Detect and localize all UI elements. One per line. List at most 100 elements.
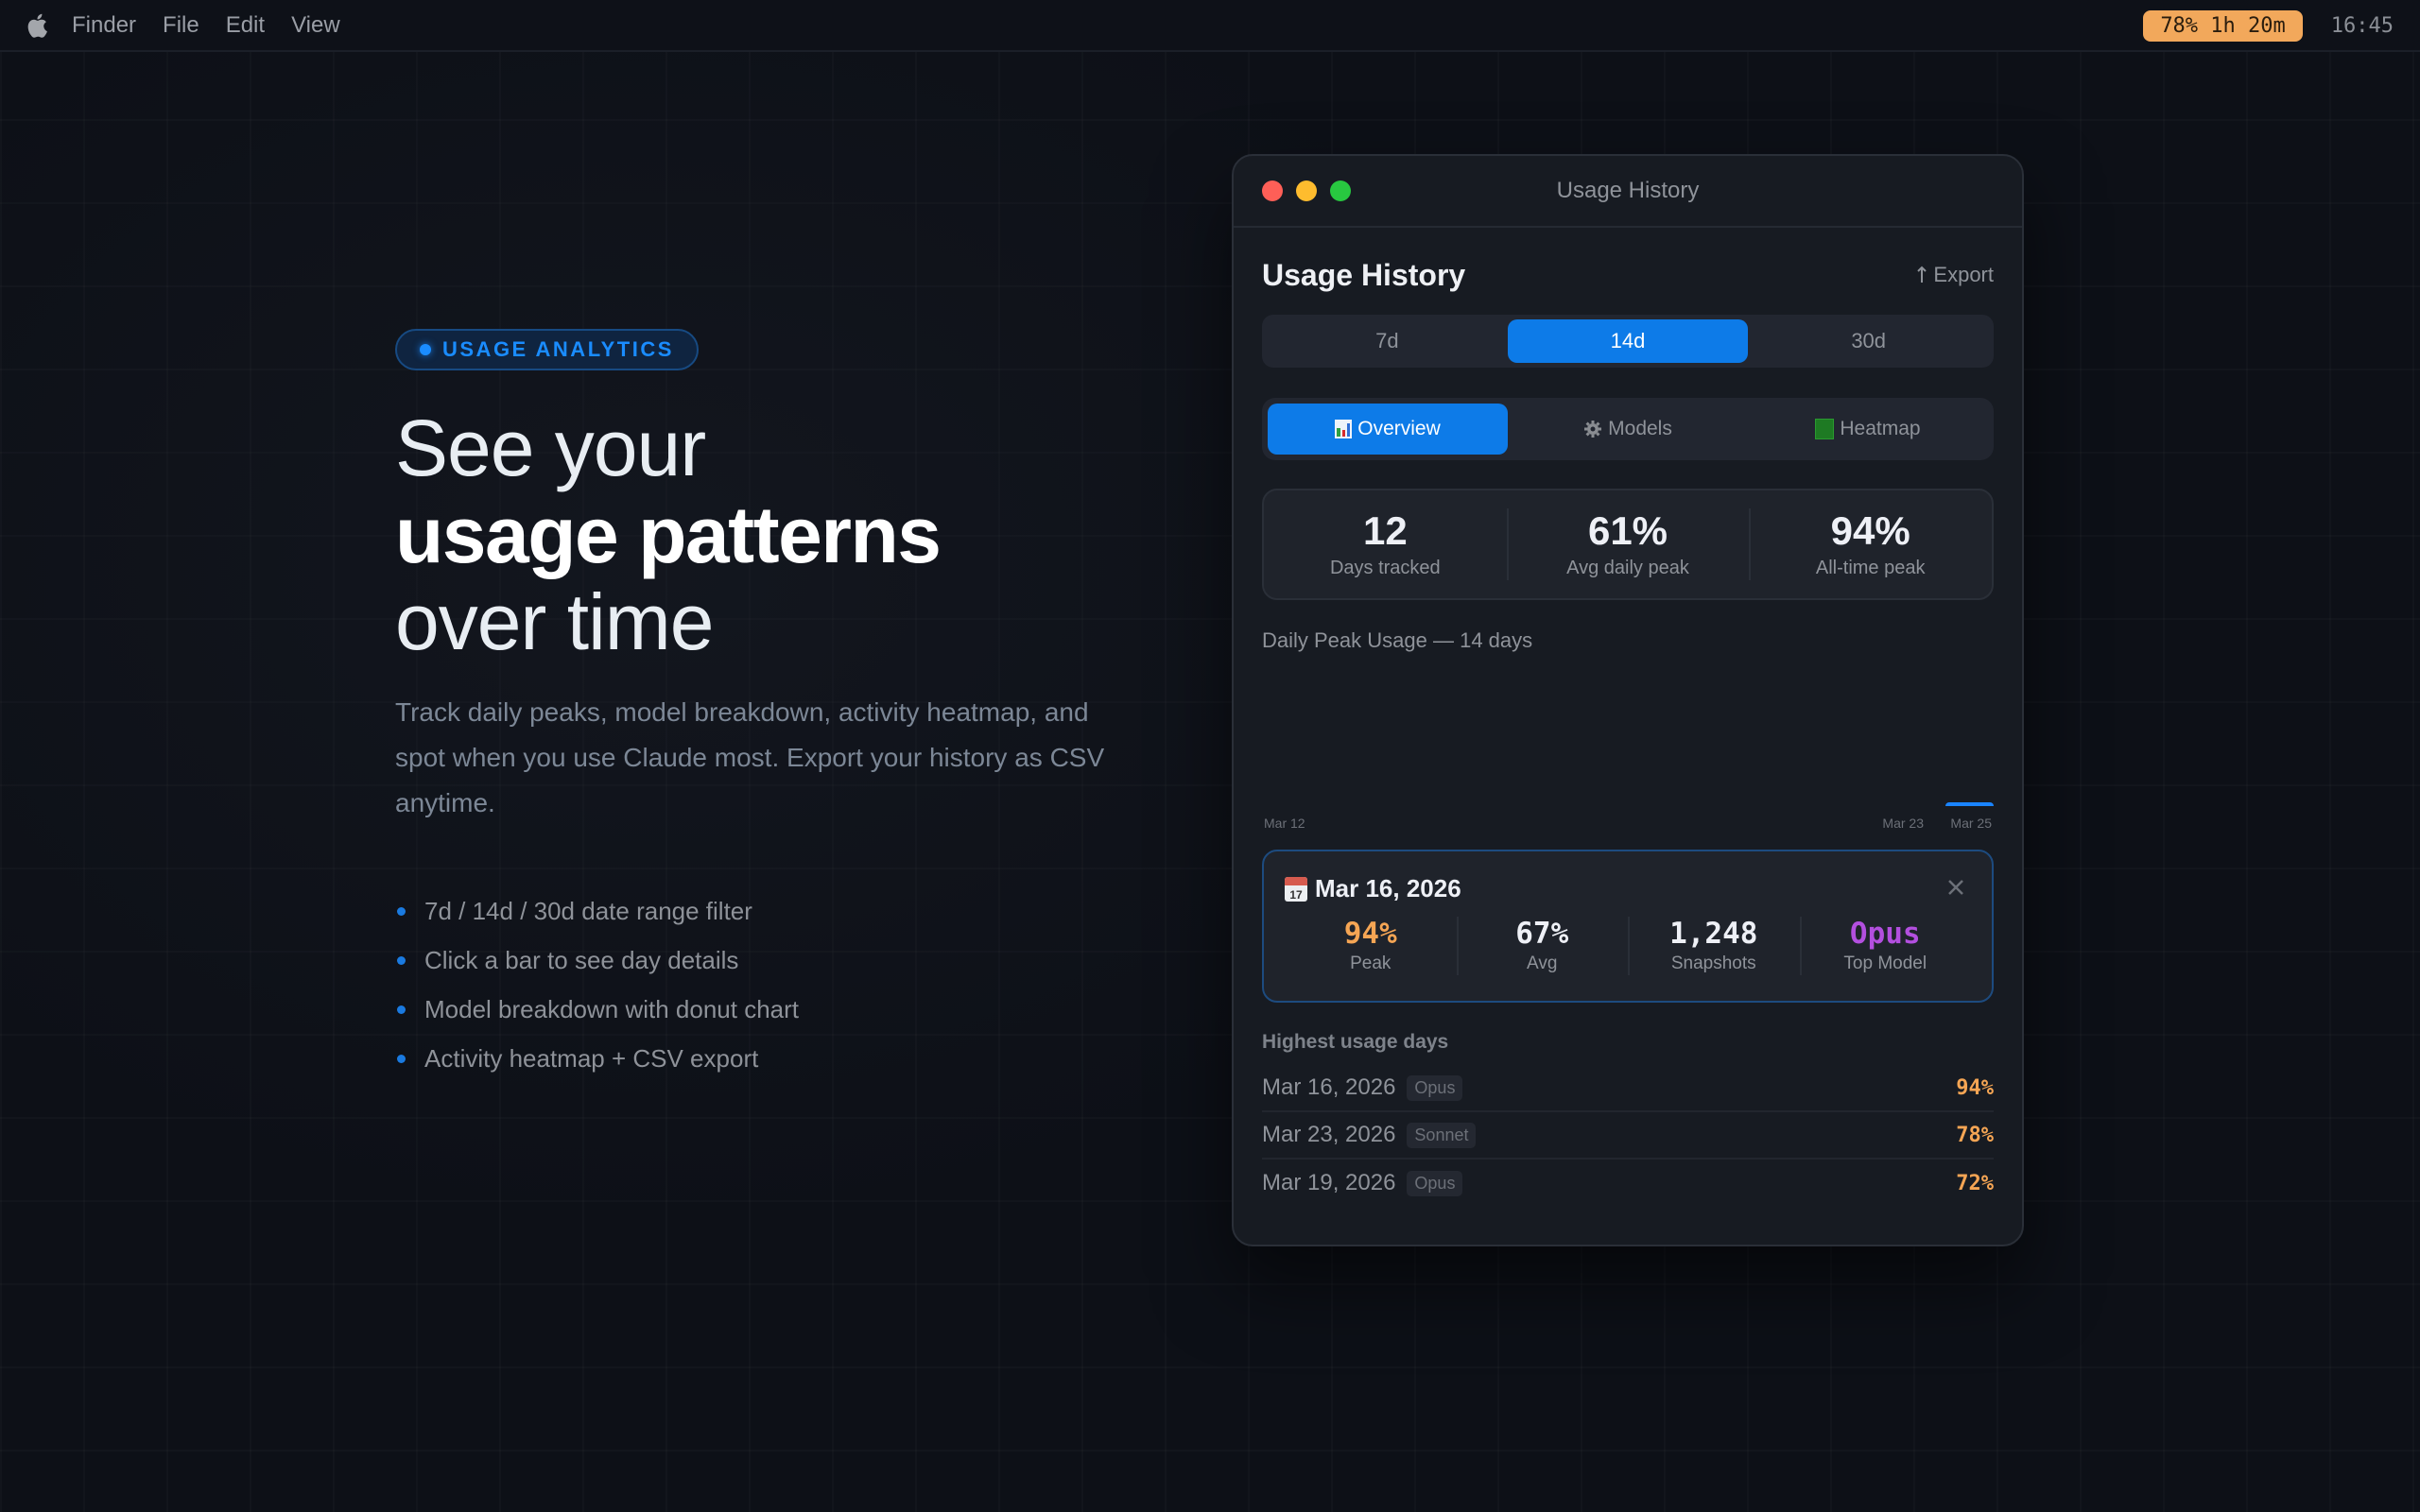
feature-item: Model breakdown with donut chart bbox=[395, 985, 1114, 1034]
detail-stat-value: 67% bbox=[1515, 917, 1569, 951]
gear-icon bbox=[1584, 421, 1602, 438]
feature-label: 7d / 14d / 30d date range filter bbox=[424, 896, 752, 925]
detail-stat-peak: 94% Peak bbox=[1285, 917, 1457, 975]
top-day-date: Mar 16, 2026 bbox=[1262, 1074, 1396, 1100]
arrow-up-icon bbox=[1917, 266, 1927, 283]
feature-item: Activity heatmap + CSV export bbox=[395, 1034, 1114, 1083]
top-day-date: Mar 19, 2026 bbox=[1262, 1170, 1396, 1195]
chart-bar[interactable] bbox=[1945, 801, 1995, 806]
window-titlebar[interactable]: Usage History bbox=[1234, 156, 2022, 228]
headline-line-3: over time bbox=[395, 577, 714, 666]
top-days-title: Highest usage days bbox=[1262, 1031, 1449, 1053]
menu-finder[interactable]: Finder bbox=[72, 11, 137, 38]
usage-status-pill[interactable]: 78% 1h 20m bbox=[2143, 10, 2303, 42]
range-14d[interactable]: 14d bbox=[1507, 319, 1749, 363]
chart-x-axis: Mar 12 Mar 23 Mar 25 bbox=[1262, 812, 1994, 831]
tab-models[interactable]: Models bbox=[1508, 404, 1748, 455]
stat-label: All-time peak bbox=[1815, 557, 1926, 578]
bullet-icon bbox=[397, 906, 406, 916]
range-7d[interactable]: 7d bbox=[1375, 329, 1399, 352]
window-content: Usage History Export 7d 14d 30d Overview bbox=[1234, 256, 2022, 1207]
tab-label: Heatmap bbox=[1840, 418, 1921, 439]
hero-headline: See your usage patterns over time bbox=[395, 404, 1114, 665]
badge-dot-icon bbox=[420, 344, 431, 355]
top-day-row[interactable]: Mar 19, 2026 Opus 72% bbox=[1262, 1160, 1994, 1207]
detail-stat-value: Opus bbox=[1849, 917, 1921, 951]
top-day-pct: 78% bbox=[1956, 1123, 1994, 1147]
detail-stat-label: Peak bbox=[1350, 954, 1392, 973]
bar-chart-icon bbox=[1335, 420, 1353, 438]
stat-all-time-peak: 94% All-time peak bbox=[1749, 508, 1992, 580]
view-tabs: Overview Models Heatmap bbox=[1262, 398, 1994, 460]
calendar-day: 17 bbox=[1289, 887, 1303, 902]
top-days-list: Mar 16, 2026 Opus 94% Mar 23, 2026 Sonne… bbox=[1262, 1065, 1994, 1207]
window-controls bbox=[1262, 180, 1351, 201]
detail-stat-top-model: Opus Top Model bbox=[1799, 917, 1972, 975]
range-30d[interactable]: 30d bbox=[1851, 329, 1887, 352]
export-button[interactable]: Export bbox=[1916, 263, 1994, 287]
headline-line-2: usage patterns bbox=[395, 490, 942, 579]
feature-item: Click a bar to see day details bbox=[395, 936, 1114, 985]
window-close-button[interactable] bbox=[1262, 180, 1283, 201]
top-day-pct: 72% bbox=[1956, 1171, 1994, 1195]
stat-value: 61% bbox=[1587, 507, 1668, 553]
menubar-status-area: 78% 1h 20m 16:45 bbox=[2143, 0, 2394, 52]
export-label: Export bbox=[1933, 263, 1994, 286]
top-day-date: Mar 23, 2026 bbox=[1262, 1122, 1396, 1147]
page-title: Usage History bbox=[1262, 257, 1466, 292]
stat-value: 94% bbox=[1830, 507, 1910, 553]
hero-subtext: Track daily peaks, model breakdown, acti… bbox=[395, 697, 1105, 817]
tab-label: Models bbox=[1608, 418, 1672, 439]
bullet-icon bbox=[397, 1054, 406, 1063]
headline-line-1: See your bbox=[395, 404, 706, 492]
apple-logo-icon[interactable] bbox=[26, 13, 47, 38]
date-range-selector: 7d 14d 30d bbox=[1262, 315, 1994, 368]
tab-overview[interactable]: Overview bbox=[1268, 404, 1508, 455]
model-tag: Opus bbox=[1407, 1074, 1463, 1101]
window-maximize-button[interactable] bbox=[1330, 180, 1351, 201]
feature-label: Click a bar to see day details bbox=[424, 945, 739, 974]
detail-stat-avg: 67% Avg bbox=[1456, 917, 1629, 975]
top-day-row[interactable]: Mar 23, 2026 Sonnet 78% bbox=[1262, 1112, 1994, 1160]
usage-history-window: Usage History Usage History Export 7d 14… bbox=[1232, 154, 2024, 1246]
summary-stats: 12 Days tracked 61% Avg daily peak 94% A… bbox=[1262, 489, 1994, 600]
detail-stat-label: Top Model bbox=[1843, 954, 1927, 973]
axis-tick-label: Mar 23 bbox=[1882, 816, 1924, 831]
axis-tick-label: Mar 12 bbox=[1264, 816, 1305, 831]
green-square-icon bbox=[1815, 419, 1835, 439]
detail-stat-value: 1,248 bbox=[1669, 917, 1758, 951]
feature-item: 7d / 14d / 30d date range filter bbox=[395, 886, 1114, 936]
top-day-pct: 94% bbox=[1956, 1075, 1994, 1100]
menu-bar: Finder File Edit View 78% 1h 20m 16:45 bbox=[0, 0, 2420, 52]
stat-avg-daily-peak: 61% Avg daily peak bbox=[1506, 507, 1750, 580]
window-minimize-button[interactable] bbox=[1296, 180, 1317, 201]
menu-edit[interactable]: Edit bbox=[225, 11, 266, 38]
tab-heatmap[interactable]: Heatmap bbox=[1748, 404, 1988, 455]
usage-analytics-badge: USAGE ANALYTICS bbox=[395, 329, 699, 370]
feature-label: Model breakdown with donut chart bbox=[424, 994, 800, 1023]
detail-stat-label: Snapshots bbox=[1670, 954, 1756, 973]
stat-label: Avg daily peak bbox=[1566, 557, 1689, 578]
model-tag: Sonnet bbox=[1407, 1122, 1477, 1148]
stat-value: 12 bbox=[1362, 507, 1408, 553]
detail-stat-value: 94% bbox=[1343, 917, 1397, 951]
stat-label: Days tracked bbox=[1329, 557, 1441, 578]
feature-list: 7d / 14d / 30d date range filter Click a… bbox=[395, 886, 1114, 1083]
window-title: Usage History bbox=[1556, 178, 1700, 203]
detail-close-button[interactable] bbox=[1945, 876, 1967, 899]
badge-label: USAGE ANALYTICS bbox=[442, 337, 674, 361]
chart-bars bbox=[1262, 664, 1995, 806]
day-detail-card: 17 Mar 16, 2026 94% Peak 67% Avg 1,248 S… bbox=[1262, 850, 1994, 1003]
stat-days-tracked: 12 Days tracked bbox=[1264, 508, 1507, 580]
top-day-row[interactable]: Mar 16, 2026 Opus 94% bbox=[1262, 1065, 1994, 1112]
detail-stat-label: Avg bbox=[1527, 954, 1558, 973]
bullet-icon bbox=[397, 1005, 406, 1014]
close-icon bbox=[1948, 880, 1963, 895]
feature-label: Activity heatmap + CSV export bbox=[424, 1043, 759, 1073]
detail-date: Mar 16, 2026 bbox=[1315, 874, 1461, 902]
menu-view[interactable]: View bbox=[291, 11, 340, 38]
menubar-clock[interactable]: 16:45 bbox=[2330, 14, 2394, 38]
bullet-icon bbox=[397, 955, 406, 965]
menu-file[interactable]: File bbox=[163, 11, 199, 38]
hero-section: USAGE ANALYTICS See your usage patterns … bbox=[395, 329, 1114, 1083]
